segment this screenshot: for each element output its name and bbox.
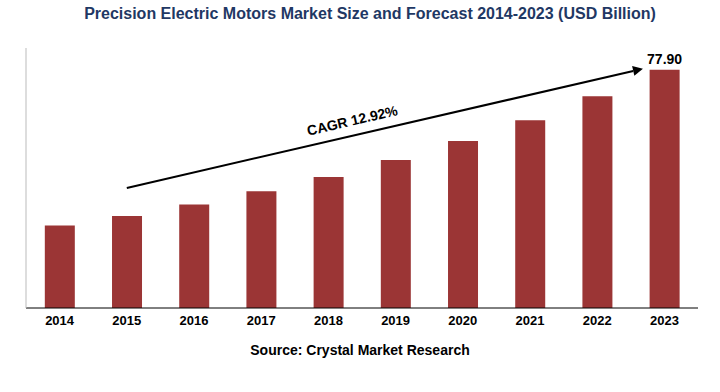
svg-text:2019: 2019 — [381, 313, 410, 328]
html-text:Source: Crystal Market Researc: Source: Crystal Market Research — [250, 342, 470, 358]
svg-text:2015: 2015 — [112, 313, 141, 328]
svg-text:2017: 2017 — [247, 313, 276, 328]
svg-text:CAGR 12.92%: CAGR 12.92% — [305, 102, 399, 139]
svg-text:2022: 2022 — [583, 313, 612, 328]
svg-text:2016: 2016 — [180, 313, 209, 328]
svg-text:2020: 2020 — [448, 313, 477, 328]
svg-text:77.90: 77.90 — [647, 51, 682, 67]
svg-text:2023: 2023 — [650, 313, 679, 328]
svg-text:2021: 2021 — [516, 313, 545, 328]
svg-text:2014: 2014 — [45, 313, 75, 328]
html-text:Precision Electric Motors Mark: Precision Electric Motors Market Size an… — [84, 5, 656, 22]
svg-text:2018: 2018 — [314, 313, 343, 328]
